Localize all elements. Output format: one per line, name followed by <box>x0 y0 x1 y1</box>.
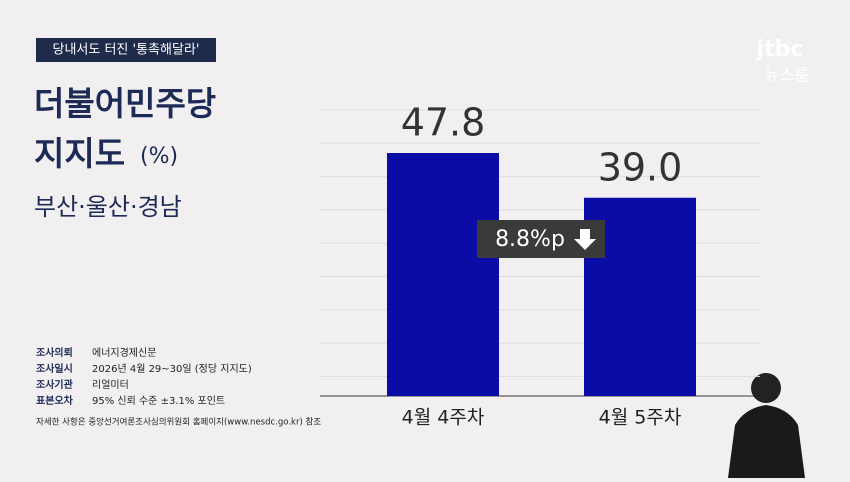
tag-box <box>36 38 216 62</box>
annotation: 8.8%p <box>495 227 565 252</box>
footnote-text: 2026년 4월 29~30일 (정당 지지도) <box>92 363 252 375</box>
bar <box>387 153 499 396</box>
value-label: 47.8 <box>401 101 486 145</box>
subtitle: 부산·울산·경남 <box>34 193 182 221</box>
footnote-label: 조사기관 <box>36 378 74 391</box>
footnote-text: 95% 신뢰 수준 ±3.1% 포인트 <box>92 395 225 407</box>
down-arrow <box>574 229 596 250</box>
x-tick-label: 4월 4주차 <box>402 407 485 429</box>
logo: jtbc <box>756 37 804 62</box>
value-label: 39.0 <box>598 145 683 189</box>
anchor-figure <box>728 373 805 478</box>
footnote-label: 조사의뢰 <box>36 346 73 359</box>
footnote-text: 리얼미터 <box>92 379 129 391</box>
logo-sub: 뉴스룸 <box>765 66 809 85</box>
note: 자세한 사항은 중앙선거여론조사심의위원회 홈페이지(www.nesdc.go.… <box>36 417 321 428</box>
tag: 당내서도 터진 '통촉해달라' <box>53 43 200 58</box>
footnote-text: 에너지경제신문 <box>92 346 156 359</box>
footnote-label: 조사일시 <box>36 362 73 375</box>
chart-title: 더불어민주당 지지도 <box>34 84 216 173</box>
footnote-label: 표본오차 <box>36 394 74 407</box>
unit: (%) <box>140 144 178 169</box>
x-tick-label: 4월 5주차 <box>599 407 682 429</box>
